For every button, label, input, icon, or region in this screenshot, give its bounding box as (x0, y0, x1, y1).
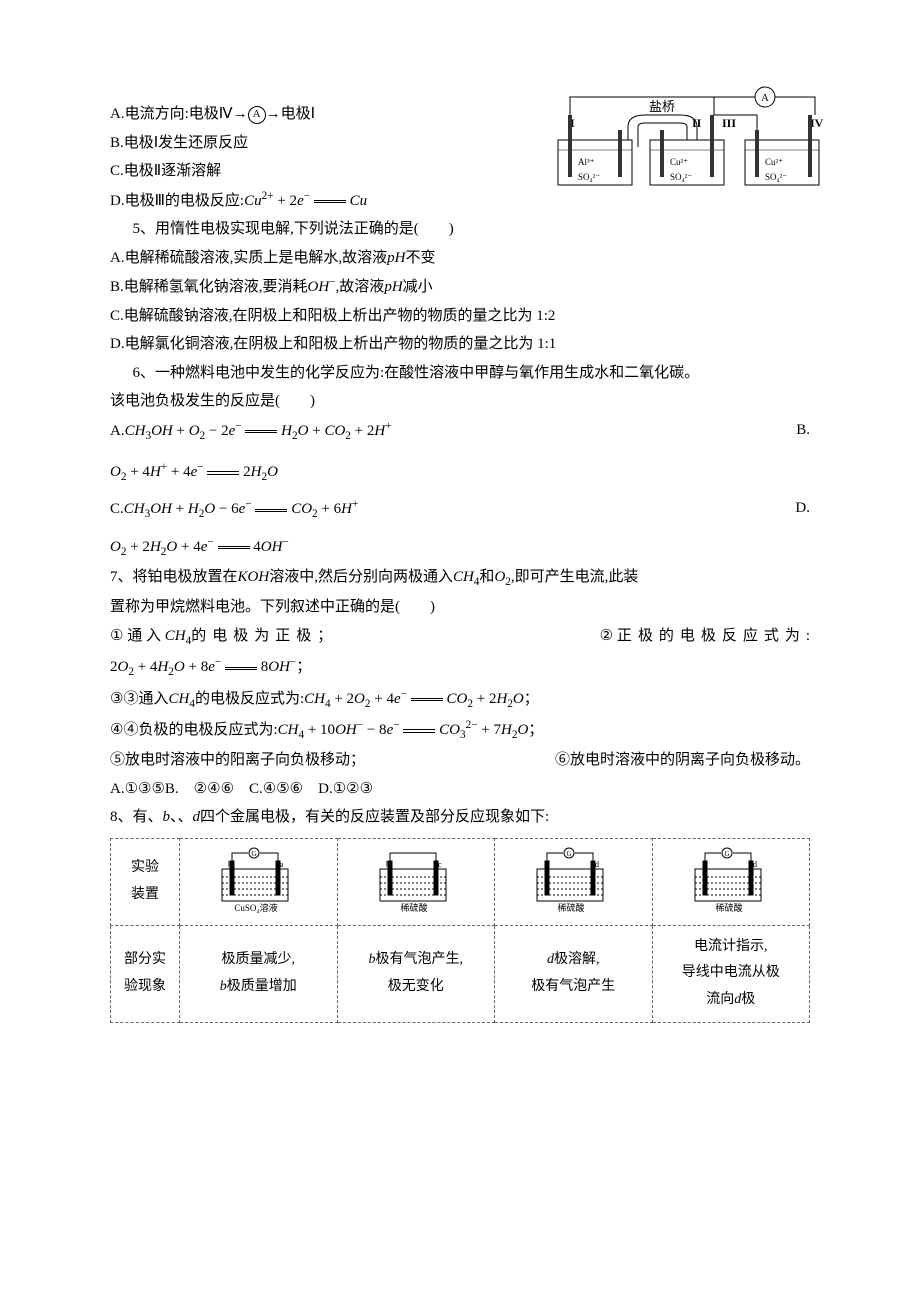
q6-optB-eq: O2 + 4H+ + 4e− 2H2O (110, 457, 810, 488)
obs-cell-2: b极有气泡产生,极无变化 (337, 925, 495, 1022)
svg-text:稀硫酸: 稀硫酸 (715, 902, 742, 913)
q6-optD-label: D. (795, 494, 810, 525)
q7-s1s2: ① 通 入 CH4的电极为正极； ② 正极的电极反应式为: (110, 622, 810, 652)
q8-stem: 8、有、b、、d四个金属电极，有关的反应装置及部分反应现象如下: (110, 803, 810, 832)
q6-optB-label: B. (796, 416, 810, 447)
q5-optC: C.电解硫酸钠溶液,在阴极上和阳极上析出产物的物质的量之比为 1:2 (110, 302, 810, 331)
obs-cell-1: 极质量减少,b极质量增加 (180, 925, 338, 1022)
q5-optB: B.电解稀氢氧化钠溶液,要消耗OH−,故溶液pH减小 (110, 272, 810, 302)
row-header-obs: 部分实验现象 (111, 925, 180, 1022)
q5-optA: A.电解稀硫酸溶液,实质上是电解水,故溶液pH不变 (110, 244, 810, 273)
q7-s4: ④④负极的电极反应式为:CH4 + 10OH− − 8e− CO32− + 7H… (110, 715, 810, 746)
svg-text:d: d (595, 860, 599, 869)
page-content: A 盐桥 I Al³⁺ SO₄²⁻ II (110, 100, 810, 1023)
svg-text:G: G (252, 850, 257, 858)
beaker-icon: Gd 稀硫酸 (681, 847, 781, 917)
ammeter-icon: A (248, 106, 266, 124)
svg-text:SO₄²⁻: SO₄²⁻ (578, 172, 600, 182)
q6-optC-row: C.CH3OH + H2O − 6e− CO2 + 6H+ D. (110, 494, 810, 525)
svg-text:SO₄²⁻: SO₄²⁻ (670, 172, 692, 182)
svg-text:Cu²⁺: Cu²⁺ (670, 157, 688, 167)
q6-optD-eq: O2 + 2H2O + 4e− 4OH− (110, 532, 810, 563)
svg-text:稀硫酸: 稀硫酸 (558, 902, 585, 913)
beaker-icon: GbaCuSO₄溶液 (208, 847, 308, 917)
q7-options: A.①③⑤B. ②④⑥ C.④⑤⑥ D.①②③ (110, 775, 810, 804)
svg-text:盐桥: 盐桥 (649, 99, 675, 114)
q6-optA-row: A.CH3OH + O2 − 2e− H2O + CO2 + 2H+ B. (110, 416, 810, 447)
svg-text:d: d (753, 860, 757, 869)
q7-stem1: 7、将铂电极放置在KOH溶液中,然后分别向两极通入CH4和O2,即可产生电流,此… (110, 563, 810, 593)
beaker-icon: bc稀硫酸 (366, 847, 466, 917)
obs-cell-4: 电流计指示,导线中电流从极流向d极 (652, 925, 810, 1022)
device-cell-3: Gd 稀硫酸 (495, 838, 653, 925)
svg-text:G: G (567, 850, 572, 858)
svg-text:稀硫酸: 稀硫酸 (400, 902, 427, 913)
device-cell-1: GbaCuSO₄溶液 (180, 838, 338, 925)
device-cell-4: Gd 稀硫酸 (652, 838, 810, 925)
svg-text:III: III (722, 116, 736, 130)
q7-s5s6: ⑤放电时溶液中的阳离子向负极移动； ⑥放电时溶液中的阴离子向负极移动。 (110, 746, 810, 775)
q8-table: 实验装置 GbaCuSO₄溶液 bc稀硫酸 Gd稀硫酸 Gd稀硫酸 部分实验现象… (110, 838, 810, 1023)
svg-text:Al³⁺: Al³⁺ (578, 157, 595, 167)
q6-stem1: 6、一种燃料电池中发生的化学反应为:在酸性溶液中甲醇与氧作用生成水和二氧化碳。 (110, 359, 810, 388)
svg-text:a: a (280, 860, 284, 869)
svg-text:c: c (438, 860, 442, 869)
salt-bridge-diagram-svg: A 盐桥 I Al³⁺ SO₄²⁻ II (550, 85, 830, 215)
svg-text:II: II (692, 116, 702, 130)
q5-optD: D.电解氯化铜溶液,在阴极上和阳极上析出产物的物质的量之比为 1:1 (110, 330, 810, 359)
table-row-observations: 部分实验现象 极质量减少,b极质量增加 b极有气泡产生,极无变化 d极溶解,极有… (111, 925, 810, 1022)
svg-text:CuSO₄溶液: CuSO₄溶液 (235, 902, 278, 913)
q7-s3: ③③通入CH4的电极反应式为:CH4 + 2O2 + 4e− CO2 + 2H2… (110, 684, 810, 715)
svg-text:SO₄²⁻: SO₄²⁻ (765, 172, 787, 182)
svg-text:A: A (761, 92, 769, 104)
q4-diagram: A 盐桥 I Al³⁺ SO₄²⁻ II (550, 85, 830, 226)
q7-eq2: 2O2 + 4H2O + 8e− 8OH−； (110, 652, 810, 683)
table-row-devices: 实验装置 GbaCuSO₄溶液 bc稀硫酸 Gd稀硫酸 Gd稀硫酸 (111, 838, 810, 925)
svg-text:Cu²⁺: Cu²⁺ (765, 157, 783, 167)
svg-text:IV: IV (810, 116, 824, 130)
obs-cell-3: d极溶解,极有气泡产生 (495, 925, 653, 1022)
device-cell-2: bc稀硫酸 (337, 838, 495, 925)
q7-stem2: 置称为甲烷燃料电池。下列叙述中正确的是( ) (110, 593, 810, 622)
beaker-icon: Gd 稀硫酸 (523, 847, 623, 917)
row-header-device: 实验装置 (111, 838, 180, 925)
q6-stem2: 该电池负极发生的反应是( ) (110, 387, 810, 416)
svg-text:G: G (724, 850, 729, 858)
